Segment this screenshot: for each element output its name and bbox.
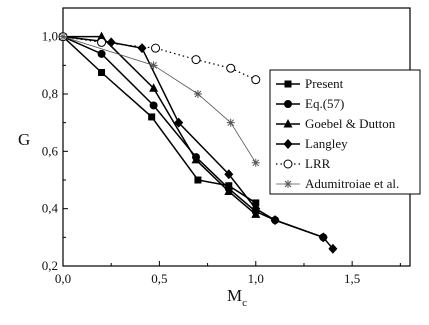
data-point xyxy=(328,243,338,254)
data-point xyxy=(97,31,107,41)
legend-marker xyxy=(284,100,292,108)
x-axis-label-main: M xyxy=(227,286,242,305)
legend-label: Eq.(57) xyxy=(305,96,344,111)
data-point xyxy=(98,69,106,76)
data-point xyxy=(149,101,158,110)
x-axis-label: Mc xyxy=(227,286,247,309)
y-tick-label: 0,2 xyxy=(42,258,58,273)
legend-marker xyxy=(283,159,293,169)
data-point xyxy=(251,158,260,167)
data-point xyxy=(149,83,159,92)
data-point xyxy=(318,232,328,243)
legend-box xyxy=(269,69,421,195)
data-point xyxy=(137,43,147,54)
data-point xyxy=(252,199,260,207)
data-point xyxy=(270,215,280,226)
data-point xyxy=(106,37,116,48)
data-point xyxy=(251,75,261,85)
series-0 xyxy=(59,33,260,207)
data-point xyxy=(97,37,107,47)
legend-marker xyxy=(284,180,292,188)
data-point xyxy=(174,117,184,128)
y-tick-label: 1,0 xyxy=(42,29,58,44)
legend-label: Adumitroiae et al. xyxy=(305,176,399,191)
data-point xyxy=(226,63,236,73)
series-line xyxy=(62,36,257,164)
data-point xyxy=(97,49,106,58)
series-line xyxy=(62,36,257,204)
legend-item: Present xyxy=(276,76,344,91)
series-line xyxy=(62,36,257,81)
legend-label: Langley xyxy=(305,136,348,151)
legend-label: LRR xyxy=(305,156,331,171)
axis-ticks: 0,0 0,5 1,0 1,5 0,2 0,4 0,6 0,8 1,0 xyxy=(42,7,401,286)
legend-item: Eq.(57) xyxy=(276,96,344,111)
legend-item: Adumitroiae et al. xyxy=(276,176,399,191)
data-point xyxy=(59,32,67,41)
data-point xyxy=(224,169,234,180)
data-point xyxy=(193,90,202,98)
data-point xyxy=(194,176,202,184)
legend: Present Eq.(57) Goebel & Dutton Langley LRR A… xyxy=(269,69,421,195)
y-axis-label: G xyxy=(18,130,30,149)
data-point xyxy=(191,154,201,164)
x-tick-label: 0,0 xyxy=(55,271,71,286)
legend-label: Goebel & Dutton xyxy=(305,116,396,131)
legend-marker xyxy=(284,80,292,88)
y-tick-label: 0,4 xyxy=(42,201,59,216)
y-tick-label: 0,8 xyxy=(42,86,58,101)
x-tick-label: 0,5 xyxy=(151,271,167,286)
legend-item: LRR xyxy=(276,156,331,171)
data-point xyxy=(251,203,261,214)
legend-item: Goebel & Dutton xyxy=(276,116,396,131)
series-group xyxy=(58,31,338,254)
data-point xyxy=(224,186,234,195)
data-point xyxy=(148,113,156,121)
legend-marker xyxy=(283,119,293,128)
legend-label: Present xyxy=(305,76,344,91)
series-5 xyxy=(59,32,260,167)
legend-marker xyxy=(283,139,293,149)
data-point xyxy=(149,61,158,70)
x-tick-label: 1,5 xyxy=(344,271,360,286)
y-tick-label: 0,6 xyxy=(42,143,59,158)
data-point xyxy=(151,43,161,53)
legend-item: Langley xyxy=(276,136,348,151)
x-tick-label: 1,0 xyxy=(248,271,264,286)
x-axis-label-sub: c xyxy=(242,297,247,309)
data-point xyxy=(226,118,235,127)
series-line xyxy=(63,35,257,215)
data-point xyxy=(191,55,201,65)
